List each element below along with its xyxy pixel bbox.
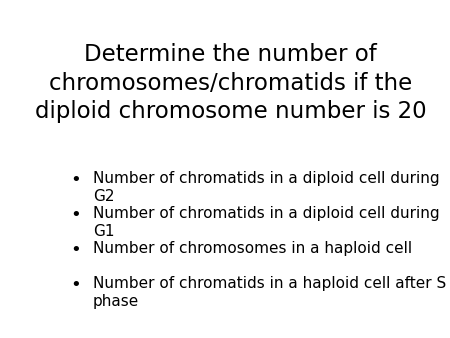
Text: Number of chromatids in a diploid cell during
G1: Number of chromatids in a diploid cell d… (93, 206, 440, 239)
Text: •: • (70, 276, 81, 294)
Text: Number of chromatids in a diploid cell during
G2: Number of chromatids in a diploid cell d… (93, 171, 440, 204)
Text: Determine the number of
chromosomes/chromatids if the
diploid chromosome number : Determine the number of chromosomes/chro… (35, 43, 427, 123)
Text: Number of chromatids in a haploid cell after S
phase: Number of chromatids in a haploid cell a… (93, 276, 446, 309)
Text: •: • (70, 206, 81, 224)
Text: •: • (70, 241, 81, 259)
Text: •: • (70, 171, 81, 189)
Text: Number of chromosomes in a haploid cell: Number of chromosomes in a haploid cell (93, 241, 412, 256)
